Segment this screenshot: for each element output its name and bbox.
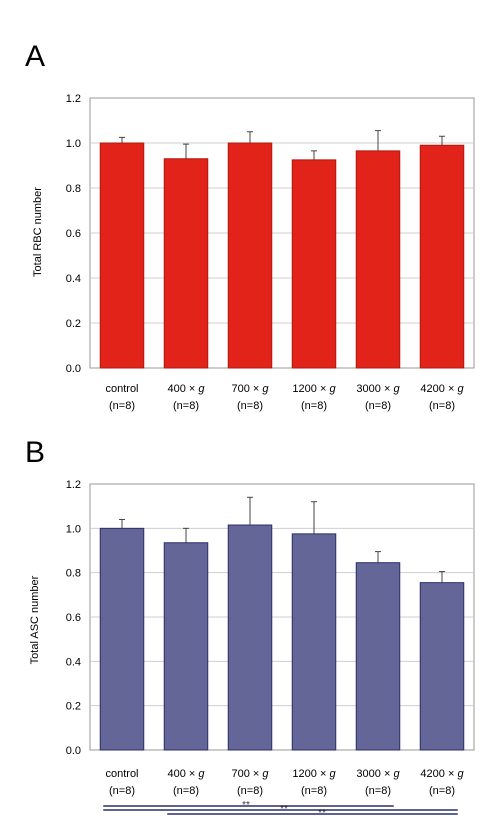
panel-b-bar <box>227 524 273 751</box>
panel-a-category-label: 4200 × g <box>420 383 464 395</box>
panel-b-category-label: 400 × g <box>167 768 205 780</box>
panel-b-bars <box>99 496 465 751</box>
panel-a-category-n-label: (n=8) <box>429 400 455 412</box>
panel-a-bar <box>291 159 337 369</box>
panel-a-category-n-label: (n=8) <box>301 400 327 412</box>
panel-a-bar <box>355 150 401 369</box>
panel-b-bar <box>291 533 337 751</box>
panel-b-significance-stars: ** <box>280 804 288 815</box>
panel-a-y-tick-label: 1.0 <box>66 138 81 150</box>
panel-a-category-label: 700 × g <box>231 383 269 395</box>
panel-b-bar <box>419 582 465 751</box>
panel-a-gridlines <box>90 142 474 324</box>
panel-a-category-label: 1200 × g <box>292 383 336 395</box>
panel-b-significance-stars: ** <box>318 808 326 819</box>
panel-a-y-ticks: 0.0 0.2 0.4 0.6 0.8 1.0 1.2 <box>66 93 81 375</box>
panel-b-y-tick-label: 0.4 <box>66 656 81 668</box>
panel-a-y-axis-label: Total RBC number <box>32 187 44 277</box>
panel-b-category-n-label: (n=8) <box>429 785 455 797</box>
panel-b-y-tick-label: 1.0 <box>66 523 81 535</box>
panel-a-y-tick-label: 0.0 <box>66 363 81 375</box>
panel-a-y-tick-label: 0.8 <box>66 183 81 195</box>
panel-a-bars <box>99 130 465 369</box>
panel-b-category-n-label: (n=8) <box>109 785 135 797</box>
panel-a-bar <box>227 142 273 369</box>
panel-a-bar <box>99 142 145 369</box>
panel-b: B Total ASC number 0.0 0.2 0.4 0.6 0.8 1.0 1.2… <box>25 436 475 819</box>
panel-b-letter: B <box>25 436 45 469</box>
panel-b-category-label: control <box>105 768 138 780</box>
panel-b-category-n-label: (n=8) <box>237 785 263 797</box>
panel-a-category-n-label: (n=8) <box>173 400 199 412</box>
panel-a-category-n-label: (n=8) <box>365 400 391 412</box>
panel-a-category-label: 3000 × g <box>356 383 400 395</box>
panel-b-category-n-label: (n=8) <box>301 785 327 797</box>
panel-b-gridlines <box>90 527 474 707</box>
panel-b-category-n-label: (n=8) <box>173 785 199 797</box>
panel-b-category-n-label: (n=8) <box>365 785 391 797</box>
panel-a-y-tick-label: 0.2 <box>66 318 81 330</box>
panel-b-x-labels: control (n=8) 400 × g (n=8) 700 × g (n=8) 1200… <box>105 768 464 797</box>
panel-b-y-tick-label: 0.6 <box>66 612 81 624</box>
panel-a-y-tick-label: 0.6 <box>66 228 81 240</box>
panel-b-bar <box>163 542 209 751</box>
panel-a: A Total RBC number 0.0 0.2 0.4 0.6 0.8 1.0 1.2… <box>25 40 475 412</box>
panel-a-y-tick-label: 0.4 <box>66 273 81 285</box>
panel-a-bar <box>419 144 465 369</box>
panel-b-category-label: 700 × g <box>231 768 269 780</box>
panel-b-category-label: 3000 × g <box>356 768 400 780</box>
panel-a-letter: A <box>25 40 45 73</box>
panel-b-y-axis-label: Total ASC number <box>29 575 41 664</box>
panel-b-y-tick-label: 0.2 <box>66 701 81 713</box>
panel-a-category-label: control <box>105 383 138 395</box>
panel-a-bar <box>163 158 209 369</box>
panel-a-y-tick-label: 1.2 <box>66 93 81 105</box>
panel-b-bar <box>99 527 145 751</box>
panel-b-significance: ** ** ** <box>103 800 458 819</box>
panel-b-y-tick-label: 0.0 <box>66 745 81 757</box>
panel-b-y-ticks: 0.0 0.2 0.4 0.6 0.8 1.0 1.2 <box>66 479 81 757</box>
panel-b-y-tick-label: 1.2 <box>66 479 81 491</box>
panel-a-category-n-label: (n=8) <box>109 400 135 412</box>
panel-b-category-label: 4200 × g <box>420 768 464 780</box>
panel-a-category-label: 400 × g <box>167 383 205 395</box>
panel-b-category-label: 1200 × g <box>292 768 336 780</box>
panel-a-x-labels: control (n=8) 400 × g (n=8) 700 × g (n=8) 1200… <box>105 383 464 412</box>
panel-b-y-tick-label: 0.8 <box>66 568 81 580</box>
panel-b-bar <box>355 562 401 751</box>
panel-a-category-n-label: (n=8) <box>237 400 263 412</box>
panel-b-significance-stars: ** <box>242 800 250 811</box>
